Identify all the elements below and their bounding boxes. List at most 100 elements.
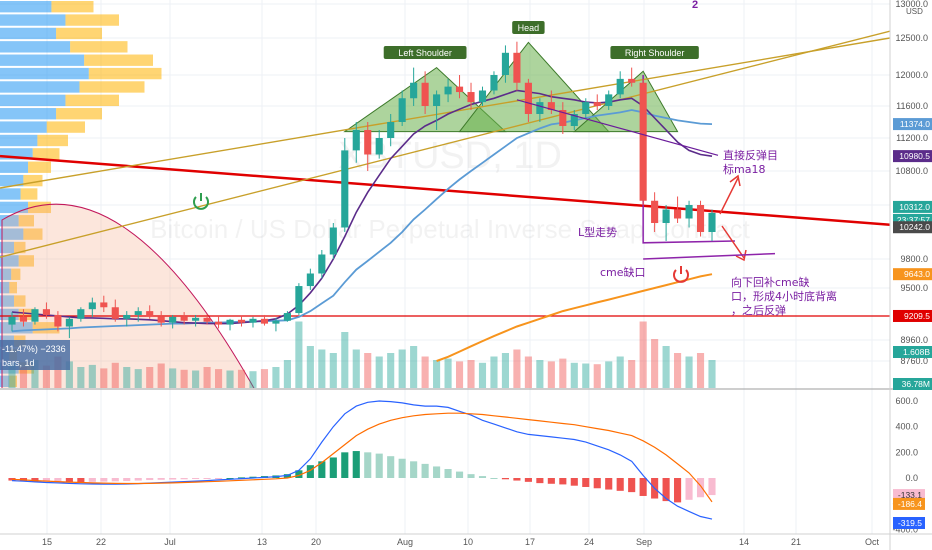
volume-bar [651, 339, 659, 388]
candle [421, 71, 429, 114]
candle [696, 200, 705, 237]
macd-histogram-bar [696, 478, 705, 498]
rebound-target-text-2: 标ma18 [723, 162, 765, 176]
candle [306, 268, 314, 290]
profile-bar-up [0, 255, 19, 267]
candle-body [260, 318, 269, 324]
volume-bar [364, 353, 372, 388]
profile-bar-down [23, 228, 43, 240]
volume-bar [605, 361, 613, 388]
macd-histogram-bar [283, 474, 291, 478]
macd-histogram-bar [708, 478, 716, 496]
candle-body [570, 114, 578, 126]
candle-body [237, 319, 246, 323]
candle [478, 86, 487, 106]
candle [685, 200, 693, 228]
volume-bar [123, 367, 131, 388]
channel-line-upper [0, 30, 890, 258]
price-tick-label: 11200.0 [896, 133, 928, 143]
macd-tick-label: 600.0 [895, 396, 918, 406]
macd-histogram-bar [501, 478, 509, 480]
macd-histogram-bar [662, 478, 670, 502]
candle [215, 316, 223, 329]
macd-histogram-bar [306, 465, 314, 478]
profile-bar-down [65, 94, 119, 107]
price-marker-label: 23:37:57 [897, 215, 930, 225]
power-icon-red [673, 266, 689, 283]
candle [88, 297, 96, 317]
macd-histogram-bar [455, 471, 464, 478]
candle [77, 307, 85, 322]
candle [582, 98, 590, 118]
profile-bar-up [0, 241, 15, 254]
candle-body [582, 102, 590, 114]
candle [111, 299, 119, 322]
macd-histogram-bar [421, 463, 429, 478]
volume-bar [524, 356, 532, 388]
currency-label: USD [906, 7, 923, 16]
macd-pane[interactable] [8, 400, 716, 520]
price-marker-bg [893, 268, 932, 281]
candle-body [65, 318, 73, 327]
candle [616, 71, 624, 99]
time-tick-label: 10 [463, 537, 473, 547]
candle-body [341, 150, 349, 228]
profile-bar-up [0, 1, 52, 13]
price-axis[interactable]: 13000.0 12500.0 12000.0 11600.0 11200.0 10800… [893, 0, 932, 390]
volume-bar [134, 369, 142, 388]
candle [237, 315, 246, 327]
macd-histogram-bar [215, 478, 223, 479]
macd-histogram-bar [226, 478, 234, 479]
time-tick-label: 13 [257, 537, 267, 547]
volume-bar [410, 346, 418, 388]
watermark-symbol: XBTUSD, 1D [338, 135, 562, 177]
macd-histogram-bar [628, 478, 636, 493]
candle-body [639, 82, 647, 201]
volume-bar [433, 360, 441, 388]
macd-histogram-bar [42, 478, 50, 482]
time-tick-label: Aug [397, 537, 413, 547]
volume-bar [662, 346, 670, 388]
profile-bar-down [70, 41, 128, 53]
profile-bar-down [18, 255, 34, 267]
profile-bar-up [0, 322, 33, 334]
profile-bar-up [0, 308, 19, 321]
volume-bar [467, 360, 475, 388]
candle-body [513, 52, 521, 83]
volume-bar [226, 370, 234, 388]
candle [628, 67, 636, 87]
power-icon-green [193, 193, 209, 210]
arrow-up-head [729, 174, 741, 187]
profile-bar-down [51, 1, 94, 13]
profile-bar-up [0, 134, 38, 147]
candle [662, 205, 670, 241]
volume-bar [100, 368, 108, 388]
candle [536, 98, 544, 122]
arrow-down-head [735, 249, 747, 262]
price-marker-label: 1.608B [903, 347, 930, 357]
candle-body [605, 94, 613, 106]
candle [651, 192, 659, 232]
cme-gap-label: cme缺口 [600, 265, 646, 279]
candle [318, 250, 326, 279]
arrow-up [719, 177, 739, 215]
profile-bar-up [0, 41, 71, 53]
signal-line [11, 412, 713, 503]
candle [203, 314, 211, 325]
macd-histogram-bar [249, 476, 257, 478]
price-pane[interactable]: Left Shoulder Head Right Shoulder 直接反弹目标ma… [0, 1, 890, 390]
candle [387, 114, 395, 147]
volume-bar [685, 356, 693, 388]
power-icon-red-arc [673, 269, 689, 283]
volume-bar [295, 321, 303, 388]
macd-axis[interactable]: 600.0400.0200.00.0-200.0-400.0-133.1-186… [892, 396, 925, 534]
profile-bar-down [84, 54, 153, 66]
volume-bar [237, 369, 246, 388]
time-axis[interactable]: 15 22 Jul 13 20 Aug 10 17 24 Sep 14 21 Oct [42, 537, 880, 547]
price-tick-label: 8760.0 [900, 356, 928, 366]
price-tick-label: 13000.0 [895, 0, 928, 9]
scenario-text-1: 向下回补cme缺 [731, 275, 810, 289]
candle-body [192, 317, 200, 321]
macd-tick-label: -400.0 [892, 524, 918, 534]
